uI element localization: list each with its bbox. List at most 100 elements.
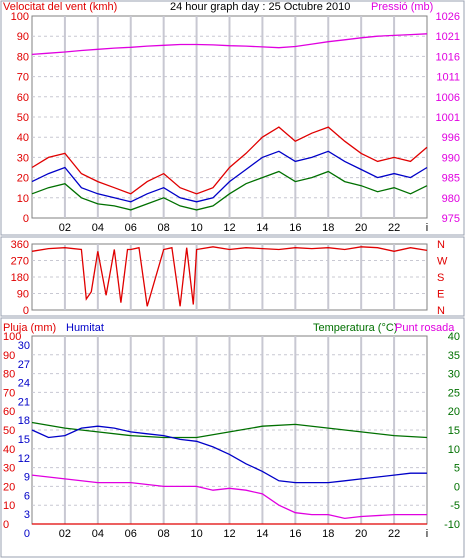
p1-x-tick-label: 14 xyxy=(256,222,268,234)
p2-right-tick-label: E xyxy=(437,289,444,301)
p3-right-tick-label: 25 xyxy=(448,387,460,399)
p1-left-tick-label: 90 xyxy=(17,31,29,43)
p3-right-tick-label: 20 xyxy=(448,406,460,418)
p3-right-tick-label: 30 xyxy=(448,369,460,381)
p1-x-tick-label: 18 xyxy=(322,222,334,234)
wind-pressure-series-magenta xyxy=(31,33,428,56)
p1-left-tick-label: 70 xyxy=(17,72,29,84)
p2-left-tick-label: 270 xyxy=(11,256,29,268)
p1-right-tick-label: 975 xyxy=(442,213,460,225)
p3-right-tick-label: 0 xyxy=(454,481,460,493)
p2-left-tick-label: 180 xyxy=(11,272,29,284)
p3-humidity-tick-label: 90 xyxy=(3,350,15,362)
p3-right-tick-label: 10 xyxy=(448,444,460,456)
p1-left-tick-label: 20 xyxy=(17,173,29,185)
p1-x-tick-label: 16 xyxy=(289,222,301,234)
p1-left-tick-label: 50 xyxy=(17,112,29,124)
chart-title: 24 hour graph day : 25 Octubre 2010 xyxy=(170,1,350,13)
p3-humidity-tick-label: 80 xyxy=(3,369,15,381)
p3-x-tick-label: 16 xyxy=(289,528,301,540)
p1-right-tick-label: 1016 xyxy=(436,51,460,63)
p1-left-tick-label: 40 xyxy=(17,132,29,144)
p3-right-tick-label: 35 xyxy=(448,350,460,362)
p1-x-tick-label: 22 xyxy=(388,222,400,234)
p1-x-tick-label: 12 xyxy=(223,222,235,234)
p1-x-tick-label: i xyxy=(426,222,428,234)
p3-rain-tick-label: 18 xyxy=(18,415,30,427)
panel-frame-rain-temp xyxy=(0,317,465,558)
p1-right-tick-label: 996 xyxy=(442,132,460,144)
p1-left-tick-label: 10 xyxy=(17,193,29,205)
p3-rain-tick-label: 24 xyxy=(18,378,30,390)
p1-x-tick-label: 10 xyxy=(190,222,202,234)
wind-pressure-series-red xyxy=(31,126,428,195)
p3-right-tick-label: 40 xyxy=(448,331,460,343)
pressure-axis-label: Pressió (mb) xyxy=(371,1,433,13)
p3-rain-tick-label: 27 xyxy=(18,359,30,371)
p3-x-tick-label: 22 xyxy=(388,528,400,540)
p3-x-tick-label: 12 xyxy=(223,528,235,540)
p3-x-tick-label: 14 xyxy=(256,528,268,540)
p1-right-tick-label: 980 xyxy=(442,193,460,205)
p3-humidity-tick-label: 30 xyxy=(3,463,15,475)
p2-left-tick-label: 90 xyxy=(17,289,29,301)
p1-left-tick-label: 100 xyxy=(11,11,29,23)
p3-x-tick-label: i xyxy=(426,528,428,540)
p3-x-tick-label: 02 xyxy=(59,528,71,540)
temperature-axis-label: Temperatura (°C) xyxy=(313,322,397,334)
p3-humidity-tick-label: 60 xyxy=(3,406,15,418)
wind-pressure-series-blue xyxy=(31,150,428,203)
p2-left-tick-label: 0 xyxy=(23,305,29,317)
rain-temp-series-green xyxy=(31,421,428,439)
p3-humidity-tick-label: 70 xyxy=(3,387,15,399)
p1-right-tick-label: 1001 xyxy=(436,112,460,124)
p3-x-tick-label: 08 xyxy=(158,528,170,540)
p3-x-tick-label: 20 xyxy=(355,528,367,540)
p3-humidity-tick-label: 20 xyxy=(3,481,15,493)
panel-frame-wind-pressure xyxy=(0,0,465,236)
p3-rain-tick-label: 21 xyxy=(18,396,30,408)
p3-rain-tick-label: 15 xyxy=(18,434,30,446)
p3-x-tick-label: 04 xyxy=(92,528,104,540)
p1-right-tick-label: 1006 xyxy=(436,92,460,104)
p2-right-tick-label: N xyxy=(437,305,445,317)
p3-right-tick-label: 5 xyxy=(454,463,460,475)
p1-right-tick-label: 1026 xyxy=(436,11,460,23)
p3-rain-tick-label: 0 xyxy=(24,528,30,540)
p3-rain-tick-label: 12 xyxy=(18,453,30,465)
p1-left-tick-label: 30 xyxy=(17,152,29,164)
p3-x-tick-label: 10 xyxy=(190,528,202,540)
p1-right-tick-label: 1021 xyxy=(436,31,460,43)
p1-right-tick-label: 985 xyxy=(442,173,460,185)
p3-humidity-tick-label: 100 xyxy=(3,331,21,343)
p3-right-tick-label: -5 xyxy=(450,500,460,512)
p3-x-tick-label: 18 xyxy=(322,528,334,540)
p1-left-tick-label: 80 xyxy=(17,51,29,63)
rain-axis-label: Pluja (mm) xyxy=(3,322,56,334)
p2-left-tick-label: 360 xyxy=(11,239,29,251)
p1-left-tick-label: 60 xyxy=(17,92,29,104)
p1-x-tick-label: 04 xyxy=(92,222,104,234)
p2-right-tick-label: N xyxy=(437,239,445,251)
p2-right-tick-label: W xyxy=(437,256,448,268)
wind-direction-series xyxy=(31,246,428,307)
p1-x-tick-label: 20 xyxy=(355,222,367,234)
p3-rain-tick-label: 6 xyxy=(24,490,30,502)
p3-humidity-tick-label: 10 xyxy=(3,500,15,512)
wind-pressure-series-green xyxy=(31,170,428,211)
p3-rain-tick-label: 3 xyxy=(24,509,30,521)
p3-right-tick-label: -10 xyxy=(444,519,460,531)
p1-left-tick-label: 0 xyxy=(23,213,29,225)
p1-right-tick-label: 990 xyxy=(442,152,460,164)
p3-humidity-tick-label: 50 xyxy=(3,425,15,437)
p2-right-tick-label: S xyxy=(437,272,444,284)
p3-right-tick-label: 15 xyxy=(448,425,460,437)
panel-frame-direction xyxy=(0,236,465,317)
rain-temp-series-magenta xyxy=(31,474,427,520)
p3-x-tick-label: 06 xyxy=(125,528,137,540)
humidity-axis-label: Humitat xyxy=(66,322,104,334)
p3-humidity-tick-label: 40 xyxy=(3,444,15,456)
p3-rain-tick-label: 9 xyxy=(24,472,30,484)
